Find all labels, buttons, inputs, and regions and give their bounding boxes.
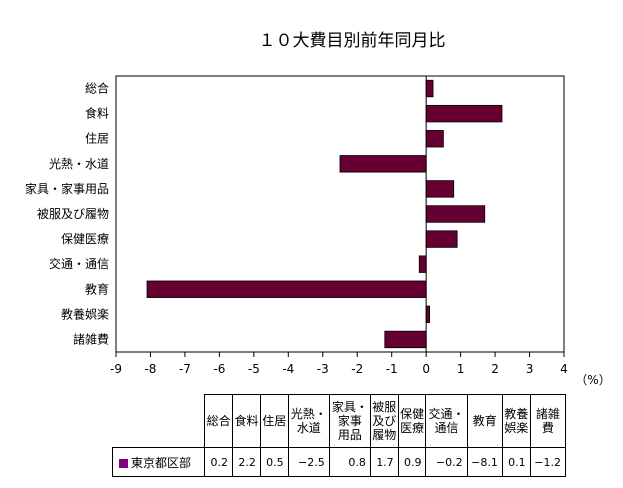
table-value-cell: 1.7 [369, 447, 399, 477]
data-table: 総合 食料 住居 光熱・ 水道 家具・ 家事 用品 被服 及び 履物 保健 医療 交通・ 通信 教育 教養 娯楽諸… [111, 394, 567, 477]
bar [425, 104, 503, 123]
category-label: 被服及び履物 [37, 207, 109, 221]
x-tick-label: -3 [317, 362, 329, 376]
table-header-text: 教養 [504, 407, 529, 421]
category-label: 教養娯楽 [61, 306, 109, 321]
bar [146, 280, 427, 298]
table-header-text: 食料 [234, 414, 259, 428]
x-axis-unit-label: （%） [575, 373, 610, 387]
x-tick-label: 2 [491, 362, 499, 376]
table-value-cell: 0.5 [259, 447, 289, 477]
legend-swatch [119, 458, 128, 468]
category-label: 食料 [85, 106, 109, 121]
table-header-row: 総合 食料 住居 光熱・ 水道 家具・ 家事 用品 被服 及び 履物 保健 医療 交通・ 通信 教育 教養 娯楽諸… [113, 394, 567, 448]
table-header-text: 費 [541, 421, 554, 435]
bar [425, 205, 486, 223]
table-header-cell: 諸雑費 [529, 394, 567, 448]
table-value-cell: −8.1 [466, 447, 503, 477]
table-header-cell: 光熱・ 水道 [287, 394, 330, 448]
bar [425, 130, 444, 148]
table-header-text: 家具・ [331, 400, 368, 414]
table-header-text: 光熱・ [290, 407, 327, 421]
bar [418, 255, 427, 273]
category-label: 諸雑費 [73, 331, 109, 346]
table-header-cell: 教養 娯楽 [501, 394, 531, 448]
table-header-text: 履物 [372, 428, 397, 442]
table-value-cell: 0.8 [328, 447, 371, 477]
table-header-text: 水道 [296, 421, 321, 435]
table-header-cell: 被服 及び 履物 [369, 394, 399, 448]
category-label: 交通・通信 [49, 256, 109, 271]
table-header-text: 諸雑 [535, 407, 560, 421]
table-value-cell: −2.5 [287, 447, 330, 477]
x-tick-label: -2 [351, 362, 363, 376]
x-tick-label: -5 [248, 362, 260, 376]
table-header-cell: 保健 医療 [397, 394, 427, 448]
bar-chart: １０大費目別前年同月比 総合食料住居光熱・水道家具・家事用品被服及び履物保健医療… [25, 31, 611, 387]
legend-label: 東京都区部 [131, 455, 192, 470]
x-tick-label: -9 [110, 362, 122, 376]
table-header-text: 家事 [337, 414, 362, 428]
table-row-label: 東京都区部 [111, 447, 206, 477]
table-value-cell: 0.2 [204, 447, 234, 477]
x-tick-label: -4 [282, 362, 294, 376]
table-header-text: 総合 [206, 414, 231, 428]
table-value-cell: −1.2 [529, 447, 567, 477]
plot-frame [115, 75, 565, 353]
category-label: 保健医療 [61, 232, 109, 246]
x-tick-label: -8 [144, 362, 156, 376]
chart-title: １０大費目別前年同月比 [259, 31, 446, 51]
category-label: 教育 [85, 281, 109, 296]
category-label: 住居 [85, 132, 109, 146]
table-header-text: 住居 [262, 414, 287, 428]
table-header-text: 娯楽 [504, 421, 529, 435]
x-tick-label: -7 [179, 362, 191, 376]
table-value-cell: −0.2 [425, 447, 468, 477]
table-corner [113, 395, 205, 448]
category-label: 家具・家事用品 [25, 181, 109, 196]
table-header-cell: 住居 [259, 394, 289, 448]
table-header-text: 保健 [400, 407, 425, 421]
table-value-cell: 0.9 [397, 447, 427, 477]
table-header-cell: 家具・ 家事 用品 [328, 394, 371, 448]
table-header-text: 用品 [337, 428, 362, 442]
bar [425, 230, 458, 248]
table-header-cell: 総合 [204, 394, 234, 448]
x-tick-label: 0 [422, 362, 430, 376]
x-tick-label: 4 [560, 362, 568, 376]
bar [384, 330, 427, 349]
category-label: 光熱・水道 [49, 157, 109, 171]
table-header-text: 教育 [472, 414, 497, 428]
table-data-row: 東京都区部 0.2 2.2 0.5 −2.5 0.8 1.7 0.9 −0.2 −8.1 0.1 −1… [111, 447, 567, 477]
bar [425, 180, 455, 198]
table-value-cell: 2.2 [232, 447, 261, 477]
bar [425, 305, 430, 324]
table-header-cell: 教育 [466, 394, 503, 448]
table-header-text: 通信 [434, 421, 459, 435]
table-header-text: 被服 [372, 400, 397, 414]
category-label: 総合 [85, 81, 109, 96]
table-header-cell: 食料 [232, 394, 261, 448]
table-header-cell: 交通・ 通信 [425, 394, 468, 448]
x-tick-label: -6 [213, 362, 225, 376]
table-header-text: 交通・ [428, 407, 465, 421]
table-header-text: 医療 [400, 421, 425, 435]
bar [425, 79, 434, 98]
bar [339, 155, 427, 173]
x-tick-label: 3 [526, 362, 534, 376]
x-tick-label: 1 [457, 362, 465, 376]
table-header-text: 及び [372, 414, 397, 428]
x-tick-label: -1 [386, 362, 398, 376]
table-value-cell: 0.1 [501, 447, 531, 477]
